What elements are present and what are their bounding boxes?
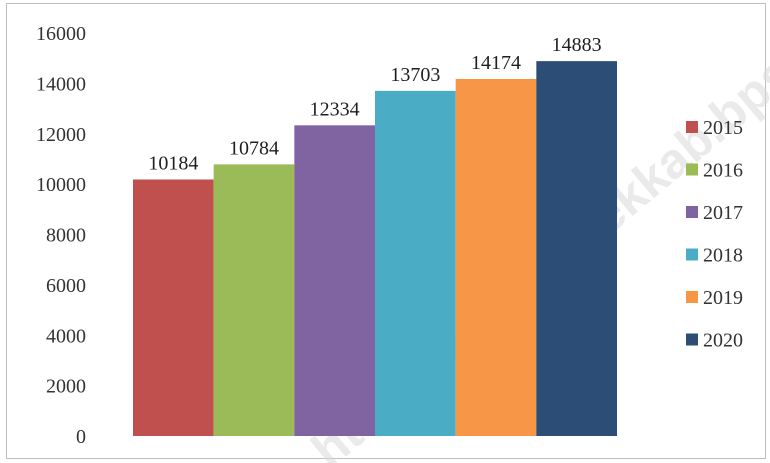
- y-tick-label: 12000: [36, 124, 86, 146]
- y-tick-label: 6000: [46, 275, 86, 297]
- legend-label-2015: 2015: [703, 117, 743, 139]
- data-labels: 10184 10784 12334 13703 14174 14883: [148, 34, 601, 174]
- y-tick-label: 4000: [46, 325, 86, 347]
- bar-2016: [213, 164, 295, 437]
- legend-swatch-2019: [686, 291, 698, 303]
- y-tick-label: 10000: [36, 174, 86, 196]
- bar-2015: [133, 179, 214, 437]
- legend-swatch-2016: [686, 163, 698, 176]
- y-tick-label: 14000: [36, 73, 86, 95]
- data-label-2015: 10184: [148, 152, 198, 174]
- bar-2020: [536, 61, 617, 437]
- data-label-2017: 12334: [310, 98, 360, 120]
- bars: [133, 61, 617, 437]
- legend-swatch-2017: [686, 206, 698, 218]
- legend-swatch-2020: [686, 333, 698, 346]
- data-label-2019: 14174: [471, 52, 521, 74]
- legend-swatch-2018: [686, 248, 698, 261]
- data-label-2018: 13703: [390, 64, 440, 86]
- legend-label-2017: 2017: [703, 202, 743, 224]
- legend: 2015 2016 2017 2018 2019 2020: [686, 117, 743, 352]
- y-tick-label: 8000: [46, 225, 86, 247]
- legend-label-2018: 2018: [703, 245, 743, 267]
- y-tick-label: 16000: [36, 23, 86, 45]
- bar-2018: [375, 90, 456, 437]
- bar-2019: [455, 78, 537, 437]
- data-label-2020: 14883: [552, 34, 602, 56]
- legend-swatch-2015: [686, 121, 698, 133]
- legend-label-2020: 2020: [703, 330, 743, 352]
- legend-label-2016: 2016: [703, 160, 743, 182]
- y-tick-label: 2000: [46, 376, 86, 398]
- data-label-2016: 10784: [229, 137, 279, 159]
- y-axis: 0 2000 4000 6000 8000 10000 12000 14000 16000: [36, 23, 86, 448]
- legend-label-2019: 2019: [703, 287, 743, 309]
- y-tick-label: 0: [76, 426, 86, 448]
- bar-2017: [294, 125, 375, 436]
